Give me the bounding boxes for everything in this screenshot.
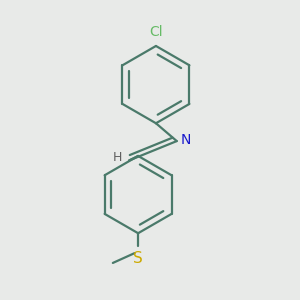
Text: N: N — [180, 133, 191, 147]
Text: S: S — [133, 251, 143, 266]
Text: H: H — [112, 151, 122, 164]
Text: Cl: Cl — [149, 25, 163, 38]
